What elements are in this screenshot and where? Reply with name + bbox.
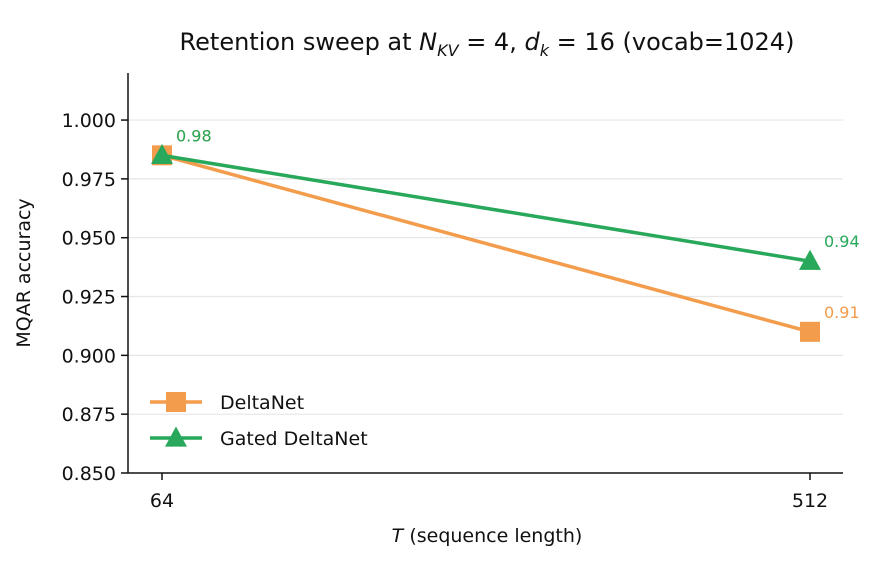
- legend-marker-triangle: [165, 426, 187, 447]
- y-tick-label: 0.925: [62, 287, 116, 309]
- series-line: [161, 153, 811, 263]
- x-tick-label: 64: [150, 490, 174, 512]
- data-point-square: [800, 321, 820, 342]
- y-tick-label: 1.000: [62, 110, 116, 132]
- y-tick-label: 0.850: [62, 463, 116, 485]
- y-tick-label: 0.875: [62, 404, 116, 426]
- grid-lines: [128, 119, 843, 415]
- series-deltanet: [152, 145, 820, 342]
- chart-title: Retention sweep at NKV = 4, dk = 16 (voc…: [180, 28, 795, 60]
- data-point-triangle: [151, 143, 173, 164]
- x-axis-label: T (sequence length): [392, 525, 583, 547]
- y-axis-ticks: 0.850 0.875 0.900 0.925 0.950 0.975 1.000: [62, 110, 128, 485]
- series-layer: [151, 143, 821, 342]
- legend-label: Gated DeltaNet: [220, 428, 368, 450]
- y-tick-label: 0.950: [62, 228, 116, 250]
- legend-marker-square: [166, 392, 186, 412]
- x-tick-label: 512: [792, 490, 828, 512]
- legend: DeltaNet Gated DeltaNet: [150, 392, 368, 450]
- legend-item: Gated DeltaNet: [150, 426, 368, 450]
- data-labels: 0.980.910.980.94: [176, 126, 860, 321]
- data-point-triangle: [799, 249, 821, 270]
- data-label: 0.94: [824, 232, 860, 251]
- legend-label: DeltaNet: [220, 392, 304, 414]
- legend-item: DeltaNet: [150, 392, 304, 414]
- y-tick-label: 0.900: [62, 345, 116, 367]
- y-axis-label: MQAR accuracy: [13, 198, 35, 347]
- data-label: 0.91: [824, 303, 860, 322]
- x-axis-ticks: 64 512: [150, 473, 828, 512]
- series-line: [161, 153, 811, 334]
- data-label: 0.98: [176, 126, 212, 145]
- series-gated-deltanet: [151, 143, 821, 270]
- data-label: 0.98: [176, 126, 212, 145]
- y-tick-label: 0.975: [62, 169, 116, 191]
